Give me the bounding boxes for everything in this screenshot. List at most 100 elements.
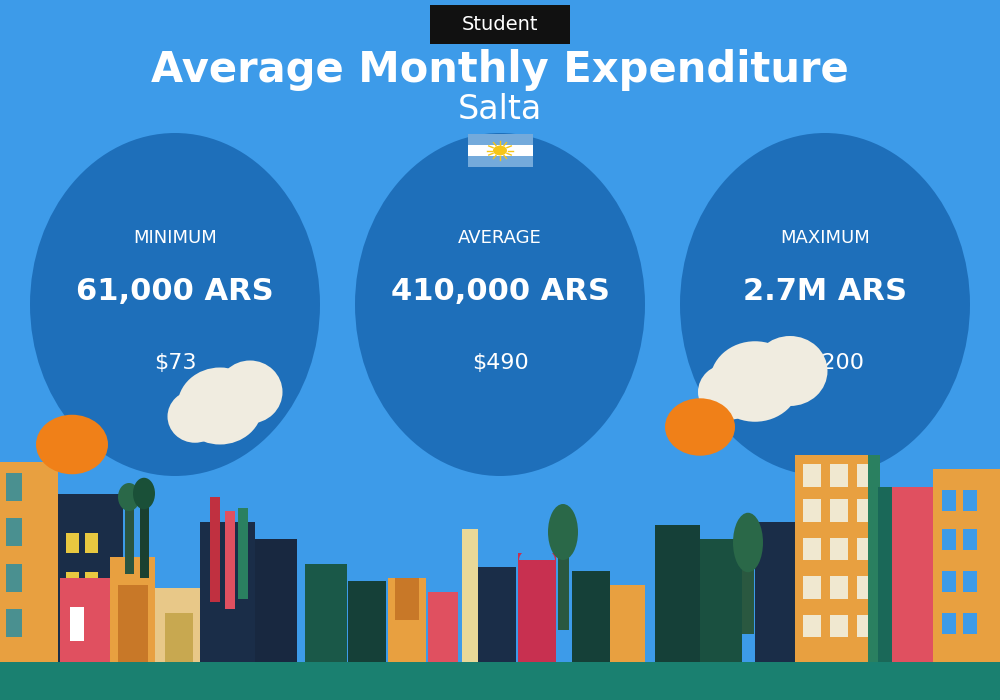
Bar <box>428 592 458 662</box>
Bar <box>742 556 754 634</box>
Ellipse shape <box>168 391 222 443</box>
Bar <box>830 464 848 486</box>
Bar <box>857 464 871 486</box>
Ellipse shape <box>665 398 735 456</box>
Bar <box>700 539 742 662</box>
Bar <box>70 607 84 640</box>
Bar <box>857 615 871 637</box>
Bar <box>857 538 871 560</box>
Bar <box>803 576 821 598</box>
Bar <box>66 610 79 630</box>
Bar <box>942 528 956 550</box>
Bar <box>6 518 22 546</box>
Bar <box>255 539 297 662</box>
Text: 61,000 ARS: 61,000 ARS <box>76 277 274 307</box>
Bar <box>200 522 255 662</box>
Ellipse shape <box>733 512 763 573</box>
Bar <box>933 469 1000 662</box>
Bar <box>58 494 123 662</box>
Bar <box>942 570 956 592</box>
Text: $490: $490 <box>472 353 528 372</box>
Bar <box>468 145 532 156</box>
Bar <box>803 615 821 637</box>
Bar <box>66 533 79 553</box>
Bar <box>468 156 532 167</box>
Ellipse shape <box>36 414 108 475</box>
Text: AVERAGE: AVERAGE <box>458 229 542 247</box>
Bar <box>155 588 203 662</box>
Bar <box>655 525 700 662</box>
Bar <box>210 497 220 602</box>
Bar <box>963 490 977 511</box>
Ellipse shape <box>680 133 970 476</box>
Bar <box>572 570 610 662</box>
Bar <box>305 564 347 661</box>
Bar <box>6 473 22 500</box>
Bar <box>395 578 419 620</box>
Wedge shape <box>519 547 555 560</box>
Ellipse shape <box>710 342 800 421</box>
Circle shape <box>493 146 507 155</box>
Ellipse shape <box>218 360 283 424</box>
Bar <box>803 464 821 486</box>
Bar <box>238 508 248 598</box>
Bar <box>803 538 821 560</box>
Bar <box>963 570 977 592</box>
Bar <box>66 572 79 592</box>
Text: $73: $73 <box>154 353 196 372</box>
Ellipse shape <box>30 133 320 476</box>
Bar <box>942 490 956 511</box>
Ellipse shape <box>118 483 140 511</box>
Bar <box>755 522 795 662</box>
Ellipse shape <box>698 364 758 420</box>
Bar <box>225 511 235 609</box>
Bar <box>0 462 58 662</box>
Bar <box>85 572 98 592</box>
Bar <box>140 500 149 578</box>
Text: 2.7M ARS: 2.7M ARS <box>743 277 907 307</box>
Bar <box>857 499 871 522</box>
Bar <box>85 533 98 553</box>
Ellipse shape <box>753 336 828 406</box>
Bar <box>110 556 155 662</box>
Ellipse shape <box>548 504 578 560</box>
Bar <box>857 576 871 598</box>
Ellipse shape <box>133 477 155 510</box>
Bar <box>963 612 977 634</box>
Ellipse shape <box>178 368 262 444</box>
Bar <box>468 134 532 145</box>
Text: MINIMUM: MINIMUM <box>133 229 217 247</box>
Bar <box>118 584 148 662</box>
Bar <box>868 455 880 662</box>
Bar <box>830 615 848 637</box>
Text: MAXIMUM: MAXIMUM <box>780 229 870 247</box>
Bar <box>878 486 933 662</box>
Bar <box>830 576 848 598</box>
Text: 410,000 ARS: 410,000 ARS <box>391 277 609 307</box>
Bar <box>795 455 870 662</box>
Bar <box>0 662 1000 700</box>
Bar <box>388 578 426 662</box>
Bar <box>478 567 516 661</box>
Text: Student: Student <box>462 15 538 34</box>
Bar <box>942 612 956 634</box>
Bar <box>462 528 478 662</box>
Bar <box>610 584 645 662</box>
Bar <box>125 504 134 574</box>
Bar <box>830 538 848 560</box>
Bar <box>878 486 892 662</box>
Bar <box>558 546 569 630</box>
Bar <box>830 499 848 522</box>
Ellipse shape <box>355 133 645 476</box>
Bar <box>60 578 110 662</box>
Text: Salta: Salta <box>458 93 542 127</box>
Bar <box>165 612 193 662</box>
Bar <box>803 499 821 522</box>
FancyBboxPatch shape <box>430 5 570 43</box>
Text: $3,200: $3,200 <box>786 353 864 372</box>
Bar <box>6 609 22 637</box>
Bar <box>85 610 98 630</box>
Text: Average Monthly Expenditure: Average Monthly Expenditure <box>151 49 849 91</box>
Bar <box>518 553 556 662</box>
Bar <box>963 528 977 550</box>
